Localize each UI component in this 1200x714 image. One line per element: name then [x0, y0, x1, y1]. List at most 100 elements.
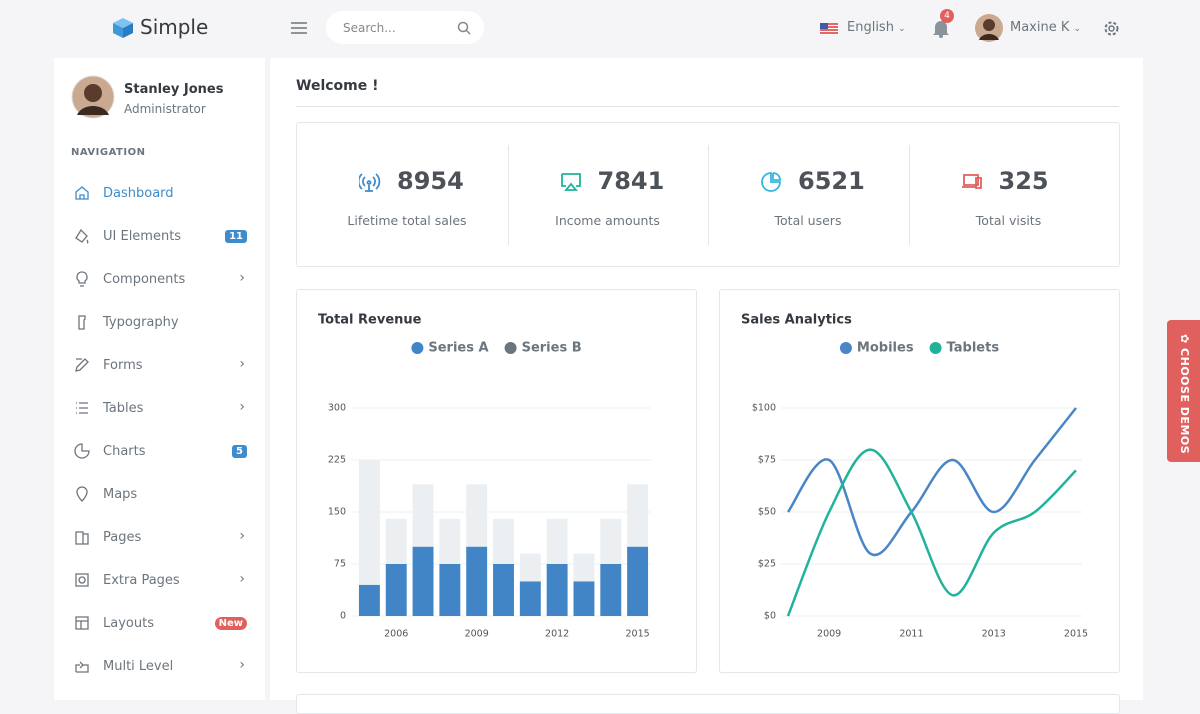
nav-icon [75, 228, 89, 244]
next-card [296, 694, 1120, 714]
nav-icon [75, 661, 89, 673]
side-tab-label: ✿ CHOOSE DEMOS [1178, 334, 1191, 455]
x-tick-label: 2009 [465, 629, 489, 640]
nav-item[interactable]: UI Elements 11 [54, 215, 265, 258]
chart-title: Sales Analytics [741, 313, 852, 328]
nav-badge: New [214, 617, 247, 630]
topbar: Simple Search... English ⌄ 4 Maxine K ⌄ [0, 0, 1200, 58]
nav-item[interactable]: Layouts New [54, 602, 265, 645]
nav-item[interactable]: Forms › [54, 344, 265, 387]
nav-chevron: › [239, 399, 245, 415]
user-avatar[interactable] [975, 14, 1003, 42]
bar [385, 564, 407, 616]
bar [546, 564, 568, 616]
nav-icon [76, 271, 88, 287]
user-name: Maxine K [1010, 20, 1070, 35]
x-tick-label: 2012 [545, 629, 569, 640]
nav-icon-shape [75, 531, 89, 545]
bar [466, 546, 488, 616]
nav-icon [75, 531, 89, 545]
bar [493, 564, 514, 616]
search-box[interactable]: Search... [326, 11, 484, 44]
language[interactable]: English ⌄ [847, 20, 906, 35]
stat-icon-shape [961, 174, 982, 189]
nav-badge: 11 [225, 230, 247, 243]
language-label: English [847, 20, 894, 35]
menu-button[interactable] [290, 21, 308, 35]
nav-icon [75, 616, 89, 630]
nav-label: Multi Level [103, 659, 174, 674]
nav-label: Tables [103, 401, 144, 416]
y-tick-label: $100 [752, 403, 776, 414]
nav-label: Components [103, 272, 186, 287]
stat-label: Income amounts [555, 213, 660, 228]
chart: Total Revenue Series A Series B 0 75 150 225 30… [318, 313, 651, 640]
user-menu[interactable]: Maxine K ⌄ [1010, 20, 1082, 35]
nav-item[interactable]: Maps [54, 473, 265, 516]
nav-icon-shape [75, 228, 89, 244]
line-series [786, 407, 1077, 557]
nav-item[interactable]: Typography [54, 301, 265, 344]
bar [627, 484, 649, 547]
bar [519, 553, 541, 582]
nav-icon-shape [74, 443, 90, 459]
legend-label: Series B [522, 341, 582, 356]
nav-icon-shape [78, 315, 86, 330]
flag [820, 23, 838, 35]
stat-divider [708, 145, 709, 245]
stat-icon [961, 174, 982, 189]
nav-chevron: › [239, 657, 245, 673]
page-heading: Welcome ! [296, 78, 379, 94]
notification-badge: 4 [940, 9, 954, 23]
nav-label: Pages [103, 530, 142, 545]
x-tick-label: 2015 [625, 629, 649, 640]
nav-label: Maps [103, 487, 138, 502]
bar [546, 518, 568, 564]
nav-section-title: NAVIGATION [71, 147, 146, 158]
brand: Simple [140, 15, 209, 39]
nav-icon [75, 186, 89, 200]
y-tick-label: 150 [328, 507, 346, 518]
bar [627, 546, 649, 616]
bar [439, 518, 461, 564]
legend: Mobiles Tablets [839, 341, 1000, 356]
nav-icon [78, 315, 86, 330]
nav-item[interactable]: Components › [54, 258, 265, 301]
legend-label: Mobiles [857, 341, 914, 356]
stat-icon [359, 173, 381, 192]
nav-icon [75, 358, 89, 372]
legend-label: Tablets [947, 341, 1000, 356]
nav-label: Dashboard [103, 186, 174, 201]
nav-chevron: › [239, 270, 245, 286]
nav-item[interactable]: Tables › [54, 387, 265, 430]
bar [573, 581, 595, 616]
stat-divider [507, 145, 509, 245]
search-icon [457, 21, 471, 35]
y-tick-label: 300 [328, 403, 346, 414]
x-tick-label: 2009 [817, 629, 841, 640]
settings-icon[interactable] [1103, 20, 1120, 37]
y-tick-label: $75 [758, 455, 776, 466]
stat-divider [908, 145, 910, 245]
nav-item[interactable]: Multi Level › [54, 645, 265, 688]
logo-icon [113, 18, 133, 38]
nav-icon-shape [76, 486, 88, 502]
main-panel: Welcome ! 8954 Lifetime total sales 7841 In… [270, 58, 1143, 714]
bar [466, 484, 488, 547]
nav-item[interactable]: Extra Pages › [54, 559, 265, 602]
nav-icon-shape [76, 402, 88, 414]
stats-card: 8954 Lifetime total sales 7841 Income amoun… [296, 122, 1120, 267]
nav-list: Dashboard UI Elements 11 Components › Typogra… [54, 172, 265, 692]
stat-label: Lifetime total sales [347, 213, 467, 228]
nav-item[interactable]: Pages › [54, 516, 265, 559]
bar [385, 518, 407, 564]
choose-demos-tab[interactable]: ✿ CHOOSE DEMOS [1167, 320, 1200, 462]
nav-item[interactable]: Charts 5 [54, 430, 265, 473]
x-tick-label: 2015 [1064, 629, 1088, 640]
legend-swatch [411, 342, 424, 354]
bar [412, 546, 434, 616]
nav-label: Layouts [103, 616, 154, 631]
stat-icon-shape [560, 173, 581, 191]
bell-icon[interactable] [932, 18, 950, 38]
nav-item[interactable]: Dashboard [54, 172, 265, 215]
